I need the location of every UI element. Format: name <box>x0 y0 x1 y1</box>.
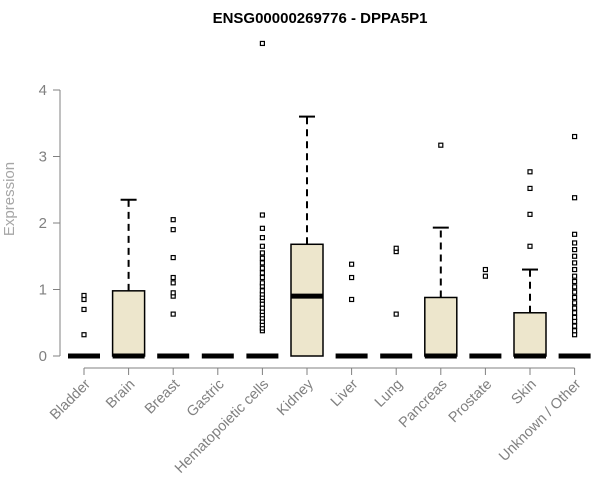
outlier-point <box>393 245 399 251</box>
box-prostate <box>469 266 502 359</box>
outlier-point <box>571 300 578 306</box>
x-tick-label: Bladder <box>47 376 94 423</box>
outlier-point <box>527 211 533 217</box>
outlier-point <box>170 290 176 296</box>
outlier-point <box>571 133 578 140</box>
outlier-point <box>259 235 265 241</box>
outlier-point <box>527 243 533 249</box>
x-tick-label: Skin <box>509 377 540 408</box>
outlier-point <box>571 289 578 295</box>
outlier-point <box>259 40 265 47</box>
outlier-point <box>571 278 578 285</box>
outlier-point <box>259 260 265 266</box>
outlier-point <box>482 266 488 273</box>
outlier-point <box>349 296 355 303</box>
outlier-point <box>571 310 578 316</box>
outlier-point <box>259 255 265 261</box>
outlier-point <box>259 225 265 231</box>
outlier-point <box>571 231 578 237</box>
outlier-point <box>170 311 176 317</box>
outlier-point <box>571 284 578 290</box>
x-tick-label: Brain <box>103 377 138 412</box>
outlier-point <box>81 292 87 299</box>
y-axis: 0 1 2 3 4 <box>39 82 61 365</box>
outlier-point <box>259 265 265 271</box>
chart-title: ENSG00000269776 - DPPA5P1 <box>213 10 428 27</box>
outlier-point <box>81 332 87 338</box>
outlier-point <box>259 243 265 249</box>
box-liver <box>335 261 368 359</box>
outlier-point <box>438 142 444 148</box>
x-tick-label: Unknown / Other <box>496 376 584 464</box>
outlier-point <box>571 195 578 201</box>
outlier-point <box>349 274 355 281</box>
x-tick-label: Gastric <box>184 377 228 421</box>
outlier-point <box>259 212 265 218</box>
boxes-group <box>68 40 591 359</box>
box-unknown-other <box>558 133 591 359</box>
outlier-point <box>170 217 176 223</box>
outlier-point <box>170 274 176 281</box>
outlier-point <box>571 323 578 329</box>
x-tick-label: Pancreas <box>396 377 451 432</box>
outlier-point <box>81 306 87 313</box>
x-tick-label: Breast <box>142 377 183 418</box>
outlier-point <box>170 280 176 286</box>
outlier-point <box>571 266 578 273</box>
box-rect <box>290 243 324 357</box>
outlier-point <box>571 253 578 259</box>
x-tick-label: Liver <box>328 376 362 410</box>
box-hematopoietic-cells <box>246 40 279 359</box>
y-tick-label: 4 <box>39 82 47 99</box>
outlier-point <box>259 274 265 281</box>
y-tick-label: 2 <box>39 215 47 232</box>
outlier-point <box>571 240 578 246</box>
outlier-point <box>571 314 578 321</box>
y-tick-label: 0 <box>39 348 47 365</box>
box-lung <box>380 245 413 359</box>
outlier-point <box>349 261 355 267</box>
box-breast <box>157 217 190 359</box>
outlier-point <box>571 294 578 301</box>
outlier-point <box>170 227 176 233</box>
outlier-point <box>571 305 578 311</box>
outlier-point <box>259 288 265 294</box>
box-rect <box>111 290 146 357</box>
x-tick-label: Kidney <box>274 376 317 419</box>
box-pancreas <box>424 142 458 359</box>
outlier-point <box>393 311 399 317</box>
outlier-point <box>259 250 265 256</box>
box-kidney <box>290 115 324 357</box>
outlier-point <box>571 328 578 334</box>
outlier-point <box>571 273 578 279</box>
y-tick-label: 1 <box>39 282 47 299</box>
x-tick-label: Prostate <box>446 377 495 426</box>
outlier-point <box>527 185 533 192</box>
x-tick-label: Lung <box>372 377 406 411</box>
outlier-point <box>527 169 533 175</box>
outlier-point <box>571 247 578 253</box>
outlier-point <box>259 280 265 286</box>
y-tick-label: 3 <box>39 149 47 166</box>
box-bladder <box>68 292 100 359</box>
outlier-point <box>170 254 176 261</box>
box-rect <box>424 296 458 357</box>
outlier-point <box>571 260 578 266</box>
outlier-point <box>482 273 488 279</box>
box-brain <box>111 198 146 359</box>
box-rect <box>513 312 547 357</box>
y-axis-label: Expression <box>1 162 18 236</box>
outlier-point <box>259 270 265 276</box>
box-skin <box>513 169 547 359</box>
